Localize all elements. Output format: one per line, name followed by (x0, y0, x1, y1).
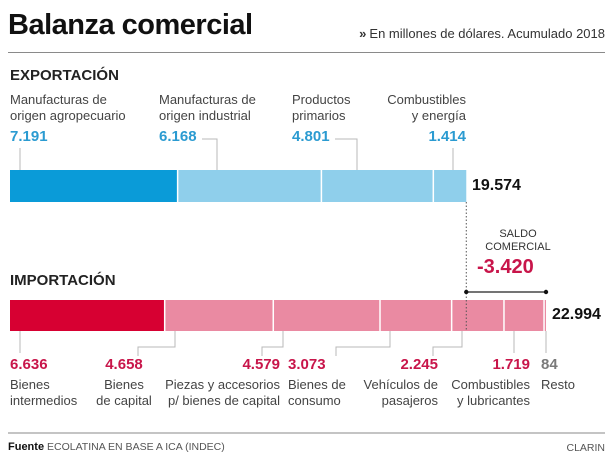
import-connector (261, 331, 284, 356)
import-category-label: Bienes intermedios (10, 377, 77, 409)
export-category-label: Manufacturas de origen industrial (159, 92, 256, 124)
import-category: 1.719 Combustibles y lubricantes (446, 356, 530, 409)
export-bar-segment (321, 170, 434, 202)
import-category: 4.658 Bienes de capital (92, 356, 156, 409)
import-bar-segment (164, 300, 274, 331)
export-category-label: Manufacturas de origen agropecuario (10, 92, 126, 124)
chart-subtitle: » En millones de dólares. Acumulado 2018 (359, 26, 605, 41)
import-category-value: 4.658 (105, 356, 143, 373)
label-line: origen agropecuario (10, 108, 126, 123)
export-category-value: 1.414 (428, 128, 466, 145)
header-divider (8, 52, 605, 53)
import-category-value: 6.636 (10, 356, 48, 373)
export-category: Manufacturas de origen industrial 6.168 (159, 92, 256, 145)
import-category-label: Resto (541, 377, 575, 393)
label-line: Bienes (104, 377, 144, 392)
subtitle-text: En millones de dólares. Acumulado 2018 (369, 26, 605, 41)
export-category: Manufacturas de origen agropecuario 7.191 (10, 92, 126, 145)
subtitle-marker: » (359, 26, 367, 41)
import-connector (432, 331, 463, 356)
export-bar-segment (433, 170, 467, 202)
label-line: y lubricantes (457, 393, 530, 408)
label-line: Resto (541, 377, 575, 392)
label-line: Manufacturas de (10, 92, 107, 107)
export-bar-segment (10, 170, 178, 202)
source-label: Fuente (8, 441, 45, 453)
label-line: y energía (411, 108, 466, 123)
import-bar-segment (451, 300, 504, 331)
export-total: 19.574 (472, 177, 521, 194)
export-section-title: EXPORTACIÓN (10, 67, 119, 84)
trade-balance-label-line-2: COMERCIAL (485, 241, 551, 253)
trade-balance-value: -3.420 (477, 256, 534, 278)
import-category: 4.579 Piezas y accesorios p/ bienes de cap… (156, 356, 280, 409)
import-section-title: IMPORTACIÓN (10, 272, 116, 289)
label-line: p/ bienes de capital (167, 393, 280, 408)
import-bar-segment (380, 300, 452, 331)
export-category: Combustibles y energía 1.414 (387, 92, 466, 145)
export-category: Productos primarios 4.801 (292, 92, 351, 145)
export-bar-segment (177, 170, 322, 202)
source-text: ECOLATINA EN BASE A ICA (INDEC) (46, 441, 225, 453)
label-line: origen industrial (159, 108, 251, 123)
label-line: consumo (288, 393, 341, 408)
label-line: Piezas y accesorios (165, 377, 280, 392)
bracket-end-dot (543, 289, 549, 295)
label-line: Vehículos de (363, 377, 438, 392)
import-category: 2.245 Vehículos de pasajeros (360, 356, 438, 409)
import-category-value: 3.073 (288, 356, 326, 373)
label-line: de capital (96, 393, 152, 408)
import-total: 22.994 (552, 306, 601, 323)
label-line: primarios (292, 108, 346, 123)
import-category-label: Combustibles y lubricantes (446, 377, 530, 409)
footer-divider (8, 432, 605, 434)
import-category-label: Vehículos de pasajeros (360, 377, 438, 409)
import-category-label: Bienes de capital (92, 377, 156, 409)
label-line: Bienes (10, 377, 50, 392)
export-category-value: 4.801 (292, 128, 330, 145)
source-note: Fuente ECOLATINA EN BASE A ICA (INDEC) (8, 441, 225, 453)
export-category-value: 7.191 (10, 128, 48, 145)
label-line: Manufacturas de (159, 92, 256, 107)
chart-title: Balanza comercial (8, 9, 253, 41)
import-category-value: 2.245 (400, 356, 438, 373)
label-line: Productos (292, 92, 351, 107)
import-category-label: Bienes de consumo (288, 377, 346, 409)
export-connector (202, 138, 218, 170)
credit: CLARIN (566, 442, 605, 454)
label-line: Bienes de (288, 377, 346, 392)
export-category-value: 6.168 (159, 128, 197, 145)
trade-balance-label-line-1: SALDO (499, 228, 537, 240)
export-category-label: Productos primarios (292, 92, 351, 124)
bracket-start-dot (464, 289, 469, 295)
import-category: 84 Resto (541, 356, 575, 393)
import-category-label: Piezas y accesorios p/ bienes de capital (156, 377, 280, 409)
label-line: Combustibles (451, 377, 530, 392)
import-category-value: 84 (541, 356, 558, 373)
import-category-value: 4.579 (242, 356, 280, 373)
import-bar-segment (503, 300, 545, 331)
import-category: 6.636 Bienes intermedios (10, 356, 77, 409)
import-bar-segment (544, 300, 546, 331)
import-category-value: 1.719 (492, 356, 530, 373)
label-line: intermedios (10, 393, 78, 408)
export-category-label: Combustibles y energía (387, 92, 466, 124)
import-connector (137, 331, 176, 356)
trade-balance-label: SALDO COMERCIAL (474, 228, 562, 254)
label-line: Combustibles (387, 92, 466, 107)
import-category: 3.073 Bienes de consumo (288, 356, 346, 409)
import-connector (335, 331, 391, 356)
label-line: pasajeros (381, 393, 438, 408)
import-bar-segment (273, 300, 381, 331)
export-connector (335, 138, 358, 170)
import-bar-segment (10, 300, 165, 331)
